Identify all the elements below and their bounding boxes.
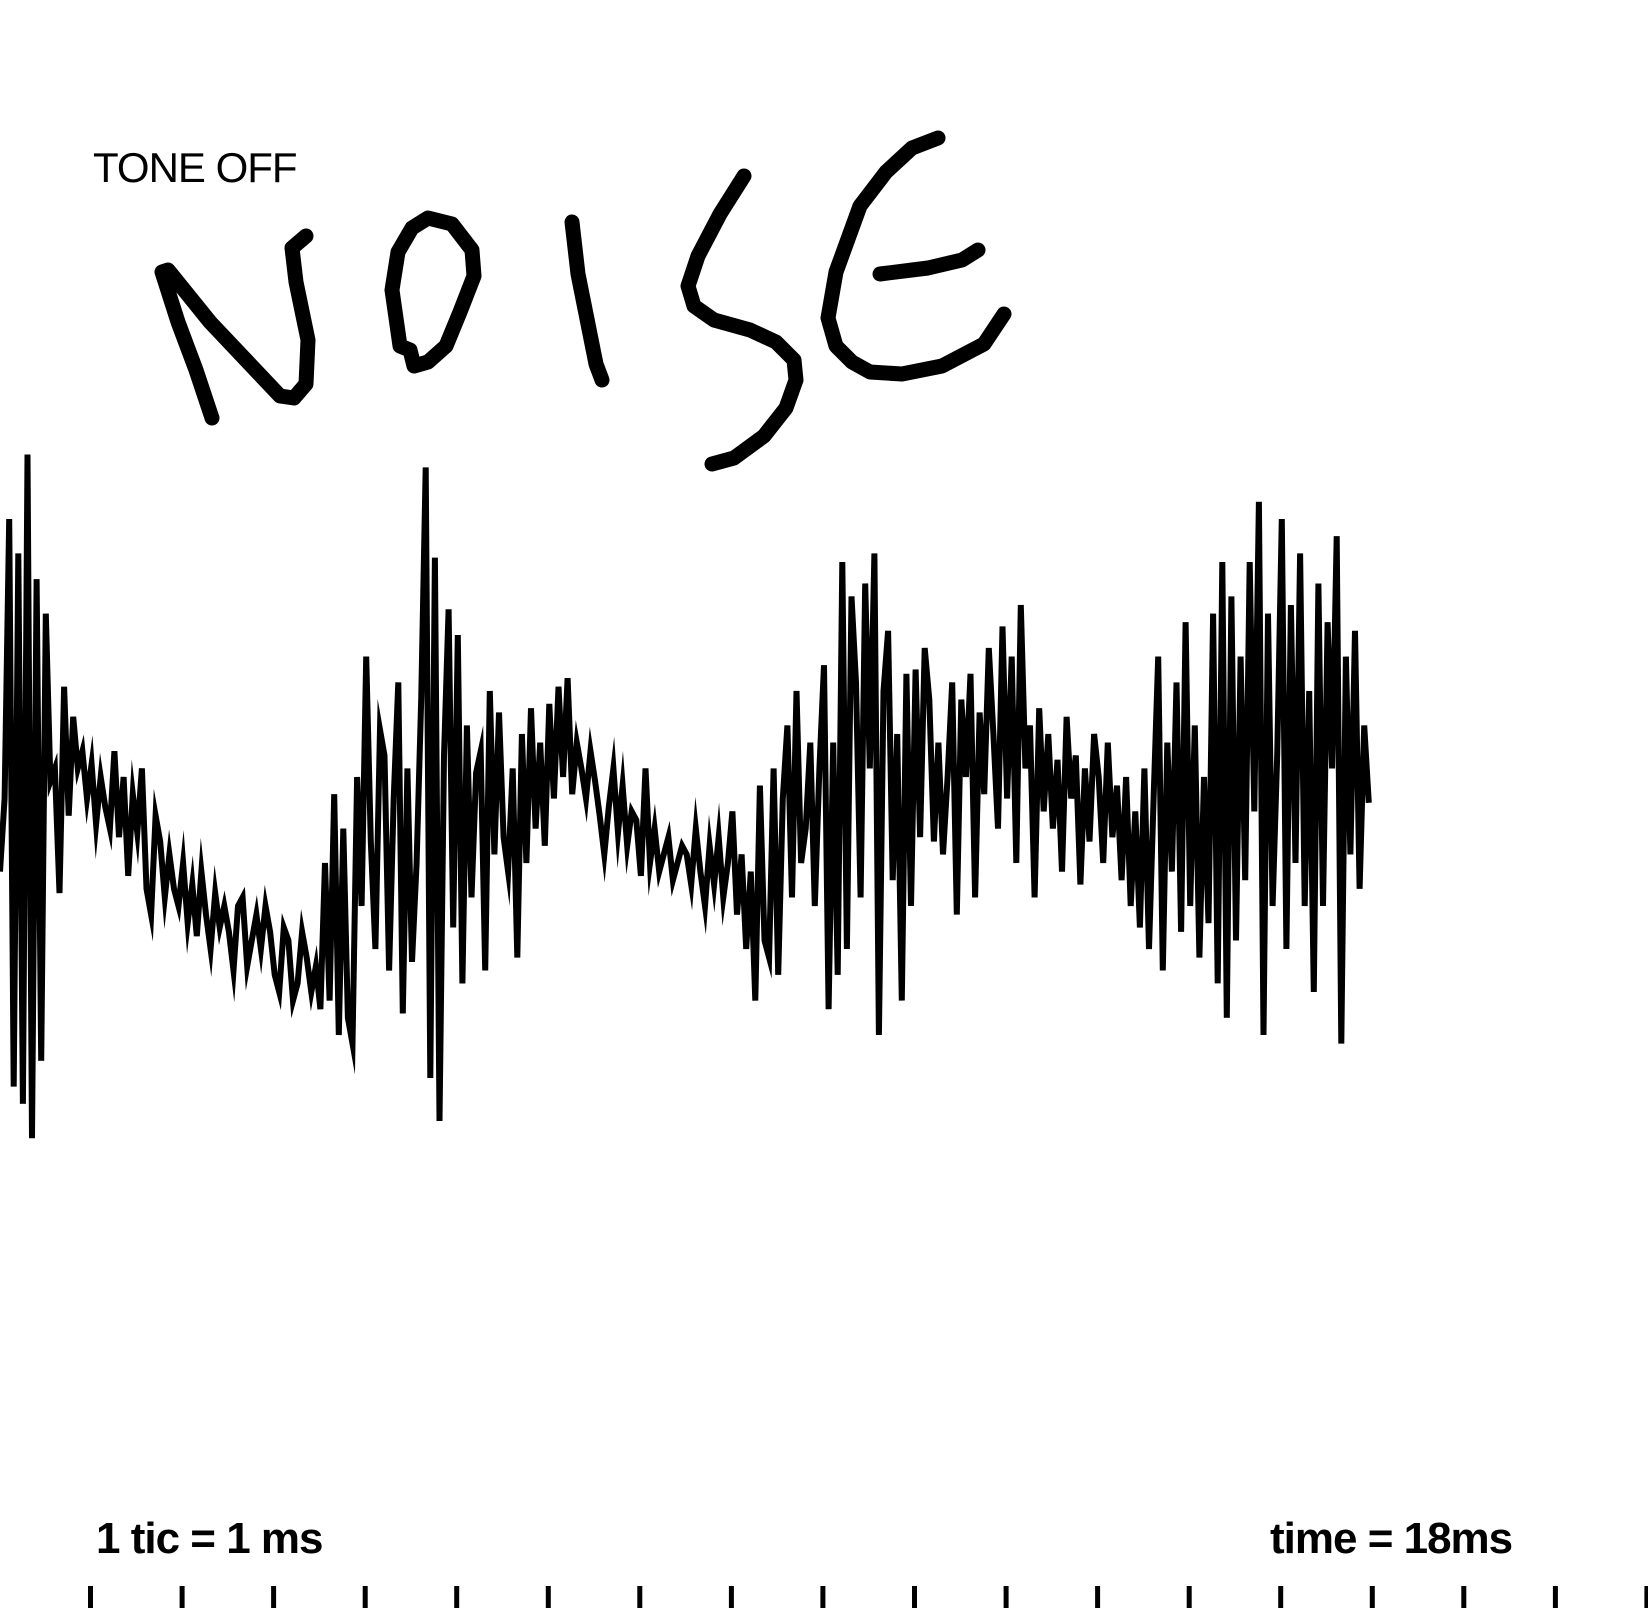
handwritten-letter-i [564, 214, 610, 388]
handwritten-letter-o [384, 210, 482, 374]
handwritten-noise-label [154, 130, 1012, 472]
tone-status-label: TONE OFF [93, 144, 298, 191]
handwritten-letter-s [680, 168, 804, 472]
scale-note-label: 1 tic = 1 ms [96, 1514, 323, 1563]
handwritten-letter-e-bar [872, 242, 986, 282]
handwritten-letter-n [154, 228, 316, 426]
time-axis-ticks [88, 1586, 1648, 1608]
noise-waveform-trace [0, 454, 1372, 1139]
time-readout-label: time = 18ms [1270, 1514, 1513, 1563]
handwritten-letter-e [820, 130, 1012, 382]
